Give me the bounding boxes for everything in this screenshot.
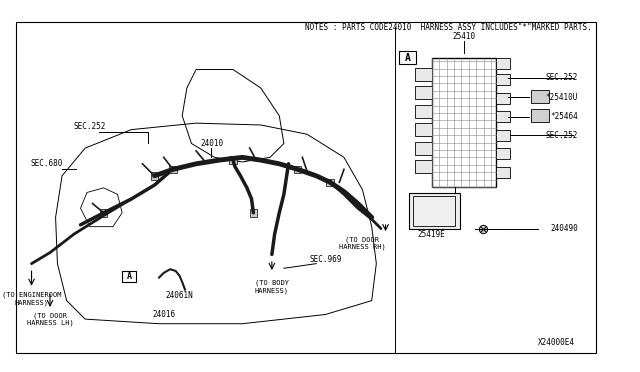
Bar — [326, 179, 334, 186]
Bar — [399, 51, 416, 64]
Bar — [497, 129, 510, 141]
Bar — [415, 86, 432, 99]
Bar — [497, 148, 510, 159]
Text: SEC.680: SEC.680 — [30, 159, 63, 168]
Text: A: A — [127, 272, 132, 281]
Text: 24016: 24016 — [152, 310, 175, 319]
Text: (TO DOOR
HARNESS RH): (TO DOOR HARNESS RH) — [339, 236, 386, 250]
Text: X24000E4: X24000E4 — [538, 338, 575, 347]
Bar — [415, 142, 432, 155]
Bar — [413, 196, 455, 226]
Bar — [169, 166, 177, 173]
Bar — [250, 209, 257, 217]
Text: 240490: 240490 — [550, 224, 578, 233]
Bar — [229, 156, 237, 164]
Bar — [497, 74, 510, 85]
Bar — [497, 111, 510, 122]
Bar — [415, 123, 432, 136]
Bar — [415, 160, 432, 173]
Text: NOTES : PARTS CODE24010  HARNESS ASSY INCLUDES"*"MARKED PARTS.: NOTES : PARTS CODE24010 HARNESS ASSY INC… — [305, 23, 592, 32]
Bar — [415, 68, 432, 81]
Text: (TO ENGINEROOM
HARNESS): (TO ENGINEROOM HARNESS) — [2, 292, 61, 306]
Text: SEC.969: SEC.969 — [309, 254, 342, 263]
Text: (TO BODY
HARNESS): (TO BODY HARNESS) — [255, 280, 289, 294]
Text: 24010: 24010 — [201, 139, 224, 148]
Bar — [497, 93, 510, 104]
Text: SEC.252: SEC.252 — [74, 122, 106, 131]
Bar — [531, 109, 549, 122]
Text: 25410: 25410 — [452, 32, 476, 41]
Bar — [497, 58, 510, 68]
Bar — [432, 58, 497, 187]
Bar — [151, 172, 158, 180]
Bar — [294, 166, 301, 173]
Text: SEC.252: SEC.252 — [545, 73, 578, 82]
Bar — [497, 167, 510, 178]
Text: 24061N: 24061N — [166, 292, 193, 301]
Text: *25410U: *25410U — [545, 93, 578, 102]
Bar — [409, 193, 460, 228]
Text: (TO DOOR
HARNESS LH): (TO DOOR HARNESS LH) — [27, 312, 74, 326]
Bar — [122, 271, 136, 282]
Bar — [415, 105, 432, 118]
Text: A: A — [405, 52, 411, 62]
Bar — [531, 90, 549, 103]
Text: 25419E: 25419E — [418, 231, 445, 240]
Bar — [100, 209, 108, 217]
Text: *25464: *25464 — [550, 112, 578, 121]
Text: SEC.252: SEC.252 — [545, 131, 578, 140]
